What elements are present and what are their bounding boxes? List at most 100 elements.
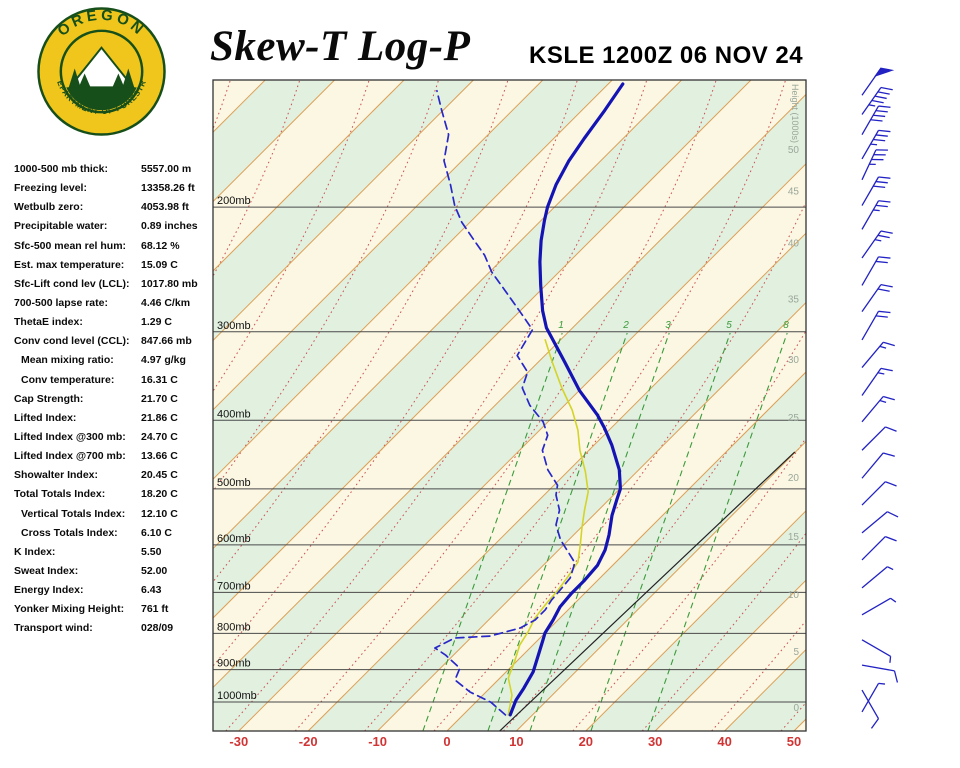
pressure-label: 500mb [217,477,251,489]
index-row: Cap Strength: 21.70 C [14,391,219,410]
wind-barb [861,310,891,341]
index-label: Sfc-500 mean rel hum: [14,239,127,252]
index-label: Sweat Index: [14,564,79,577]
index-row: Transport wind: 028/09 [14,620,219,639]
temp-axis-label: -20 [299,734,318,749]
logo-forest-base [62,87,141,111]
temp-axis-label: 40 [717,734,731,749]
wind-barb [861,230,893,259]
index-row: Precipitable water: 0.89 inches [14,218,219,237]
wind-barb [861,682,886,713]
index-value: 1017.80 mb [141,277,198,290]
height-tick-label: 20 [788,473,800,484]
temp-axis-label: 10 [509,734,523,749]
index-row: Sweat Index: 52.00 [14,563,219,582]
index-value: 6.10 C [141,526,172,539]
index-value: 6.43 [141,584,162,597]
index-label: Showalter Index: [14,469,99,482]
index-value: 13358.26 ft [141,182,195,195]
index-value: 16.31 C [141,373,178,386]
height-tick-label: 15 [788,532,800,543]
index-row: Lifted Index @700 mb: 13.66 C [14,448,219,467]
wind-barb [861,426,897,451]
logo-tree-icon [112,73,125,88]
logo-tree-icon [68,68,81,88]
temp-axis-label: 0 [443,734,450,749]
pressure-label: 600mb [217,533,251,545]
index-row: Lifted Index: 21.86 C [14,410,219,429]
index-value: 21.86 C [141,411,178,424]
index-label: Conv cond level (CCL): [14,335,130,348]
index-label: Lifted Index @700 mb: [14,450,126,463]
index-label: Precipitable water: [14,220,108,233]
wind-barb [861,597,897,616]
mixing-ratio-label: 3 [665,320,671,331]
wind-barb [861,481,897,506]
wind-barb [861,105,891,135]
index-label: Freezing level: [14,182,87,195]
wind-barb [861,284,893,313]
page-title: Skew-T Log-P [210,23,471,70]
odf-logo: OREGON DEPARTMENT OF FORESTRY [33,0,167,142]
mixing-ratio-label: 1 [558,320,564,331]
index-row: Vertical Totals Index: 12.10 C [14,506,219,525]
wind-barb [861,129,891,160]
index-value: 847.66 mb [141,335,192,348]
pressure-label: 300mb [217,320,251,332]
index-label: Sfc-Lift cond lev (LCL): [14,277,130,290]
index-label: Wetbulb zero: [14,201,84,214]
index-value: 4.46 C/km [141,296,191,309]
index-value: 52.00 [141,564,168,577]
index-row: 700-500 lapse rate: 4.46 C/km [14,295,219,314]
wind-barb [861,149,888,181]
index-label: Est. max temperature: [14,258,125,271]
index-label: ThetaE index: [14,316,83,329]
index-label: Yonker Mixing Height: [14,603,125,616]
wind-barb [861,566,894,589]
pressure-label: 1000mb [217,690,257,702]
dewpoint-curve [434,89,576,716]
wind-barb [861,639,892,663]
indices-panel: 1000-500 mb thick: 5557.00 m Freezing leve… [14,161,219,640]
index-value: 68.12 % [141,239,180,252]
index-label: Cross Totals Index: [21,526,118,539]
height-tick-label: 0 [793,703,799,714]
logo-tree-icon [78,73,91,88]
logo-tree-icon [122,68,135,88]
wind-barb [861,664,899,683]
index-value: 761 ft [141,603,169,616]
index-row: Wetbulb zero: 4053.98 ft [14,199,219,218]
index-value: 13.66 C [141,450,178,463]
temperature-curve [508,82,625,717]
index-value: 4.97 g/kg [141,354,186,367]
wind-barb [861,367,893,396]
index-label: Lifted Index @300 mb: [14,430,126,443]
index-row: K Index: 5.50 [14,544,219,563]
index-value: 5557.00 m [141,163,192,175]
parcel-curve [499,451,796,731]
index-label: Total Totals Index: [14,488,106,501]
index-value: 4053.98 ft [141,201,189,214]
height-tick-label: 40 [788,238,800,249]
odf-logo-svg: OREGON DEPARTMENT OF FORESTRY [33,0,166,136]
index-label: Conv temperature: [21,373,115,386]
index-value: 1.29 C [141,316,172,329]
wind-barb [861,67,895,96]
height-tick-label: 10 [788,590,800,601]
height-tick-label: 50 [788,145,800,156]
temp-axis-label: 30 [648,734,662,749]
index-row: Mean mixing ratio: 4.97 g/kg [14,352,219,371]
station-datetime: KSLE 1200Z 06 NOV 24 [529,42,804,69]
height-tick-label: 35 [788,294,800,305]
index-row: Est. max temperature: 15.09 C [14,257,219,276]
wind-barb [861,86,893,115]
index-label: Lifted Index: [14,411,77,424]
index-value: 15.09 C [141,258,178,271]
pressure-label: 200mb [217,195,251,207]
index-label: Cap Strength: [14,392,84,405]
index-value: 12.10 C [141,507,178,520]
temp-axis-label: -10 [368,734,387,749]
wind-barb [861,535,897,561]
index-label: Energy Index: [14,584,84,597]
index-value: 24.70 C [141,430,178,443]
